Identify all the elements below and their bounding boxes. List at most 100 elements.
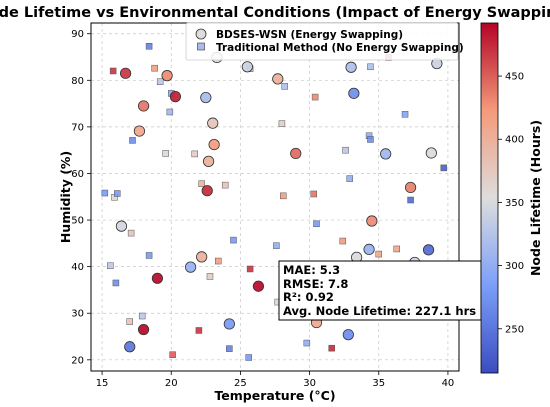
traditional-point	[127, 229, 135, 237]
x-tick-label: 25	[234, 378, 247, 389]
traditional-point	[151, 64, 158, 72]
bdses-point	[200, 91, 212, 104]
bdses-point	[151, 272, 164, 284]
colorbar: 250 300 350 400 450 Node Lifetime (Hours)	[480, 22, 543, 374]
y-tick-label: 60	[71, 169, 84, 180]
traditional-point	[126, 318, 133, 325]
legend: BDSES-WSN (Energy Swapping) Traditional …	[185, 22, 464, 61]
traditional-point	[109, 67, 117, 75]
bdses-point	[124, 341, 136, 353]
bdses-point	[202, 155, 215, 167]
traditional-point	[191, 150, 199, 158]
traditional-point	[375, 250, 383, 258]
traditional-point	[198, 180, 205, 187]
traditional-point	[440, 164, 448, 172]
traditional-point	[166, 108, 174, 116]
bdses-point	[363, 243, 375, 256]
traditional-point	[245, 354, 252, 361]
colorbar-tick-label: 350	[505, 198, 524, 209]
annotation-frame	[278, 260, 482, 321]
bdses-point	[241, 61, 253, 73]
colorbar-ticks: 250 300 350 400 450	[498, 72, 524, 335]
traditional-point	[328, 344, 335, 352]
traditional-point	[206, 273, 214, 280]
traditional-point	[278, 120, 286, 127]
bdses-point	[185, 261, 197, 273]
bdses-point	[223, 318, 235, 330]
legend-marker-bdses	[195, 28, 207, 40]
annotation-mae: MAE: 5.3	[283, 263, 340, 277]
x-axis-ticks: 15 20 25 30 35 40	[96, 371, 455, 389]
bdses-point	[196, 251, 208, 263]
annotation-r2: R²: 0.92	[283, 290, 334, 304]
legend-box	[185, 22, 459, 61]
annotation-box: MAE: 5.3 RMSE: 7.8 R²: 0.92 Avg. Node Li…	[278, 260, 482, 321]
traditional-point	[162, 150, 169, 157]
y-tick-label: 70	[71, 122, 84, 133]
traditional-point	[226, 345, 233, 352]
bdses-point	[119, 67, 132, 79]
traditional-point	[230, 236, 237, 244]
y-tick-label: 20	[71, 355, 84, 366]
traditional-point	[169, 351, 176, 358]
colorbar-tick-label: 450	[505, 72, 524, 83]
colorbar-label: Node Lifetime (Hours)	[528, 120, 543, 276]
traditional-point	[195, 327, 203, 334]
traditional-point	[112, 279, 120, 287]
traditional-point	[346, 175, 353, 182]
bdses-point	[161, 70, 173, 82]
traditional-point	[107, 262, 114, 269]
y-tick-label: 50	[71, 216, 84, 227]
x-tick-label: 35	[372, 378, 385, 389]
y-tick-label: 40	[71, 262, 84, 273]
y-axis-ticks: 20 30 40 50 60 70 80 90	[71, 29, 91, 366]
bdses-point	[137, 323, 150, 336]
chart-title: Node Lifetime vs Environmental Condition…	[0, 5, 550, 21]
traditional-point	[246, 265, 254, 273]
bdses-point	[208, 138, 220, 151]
traditional-point	[367, 63, 374, 71]
bdses-point	[252, 280, 264, 292]
bdses-point	[290, 147, 302, 160]
bdses-point	[380, 148, 392, 160]
traditional-point	[114, 190, 121, 197]
traditional-point	[303, 339, 311, 347]
traditional-point	[311, 93, 319, 101]
colorbar-gradient	[480, 22, 499, 374]
y-axis-label: Humidity (%)	[58, 151, 73, 243]
bdses-point	[169, 91, 181, 103]
traditional-point	[280, 192, 287, 200]
traditional-point	[145, 43, 153, 50]
bdses-point	[425, 147, 437, 159]
annotation-rmse: RMSE: 7.8	[283, 277, 348, 291]
bdses-point	[207, 117, 219, 129]
legend-label-traditional: Traditional Method (No Energy Swapping)	[216, 42, 464, 54]
traditional-point	[273, 242, 280, 249]
y-tick-label: 80	[71, 76, 84, 87]
traditional-point	[138, 312, 146, 320]
bdses-point	[115, 220, 128, 232]
bdses-point	[366, 215, 378, 227]
bdses-point	[404, 181, 417, 194]
traditional-point	[310, 190, 317, 198]
traditional-point	[129, 137, 136, 144]
traditional-point	[281, 83, 288, 90]
x-axis-label: Temperature (°C)	[214, 388, 335, 403]
x-tick-label: 40	[442, 378, 455, 389]
traditional-point	[215, 257, 222, 265]
bdses-point	[272, 73, 284, 85]
traditional-point	[393, 245, 400, 253]
x-tick-label: 30	[303, 378, 316, 389]
bdses-point	[201, 185, 213, 197]
traditional-point	[401, 111, 409, 118]
traditional-point	[407, 196, 414, 204]
x-tick-label: 15	[96, 378, 109, 389]
y-tick-label: 90	[71, 29, 84, 40]
colorbar-tick-label: 250	[505, 324, 524, 335]
bdses-point	[137, 100, 150, 112]
traditional-point	[367, 136, 374, 143]
colorbar-tick-label: 300	[505, 261, 524, 272]
traditional-point	[156, 78, 164, 85]
annotation-avg-lifetime: Avg. Node Lifetime: 227.1 hrs	[283, 304, 476, 318]
